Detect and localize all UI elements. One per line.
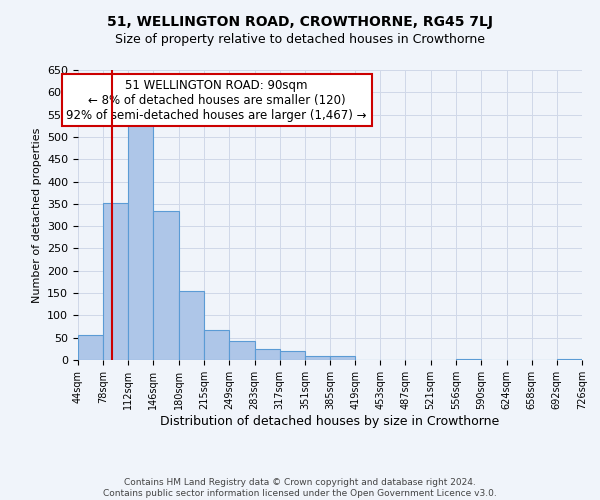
Bar bbox=[128, 119, 154, 360]
Bar bbox=[154, 210, 179, 360]
Text: Size of property relative to detached houses in Crowthorne: Size of property relative to detached ho… bbox=[115, 32, 485, 46]
Bar bbox=[78, 334, 103, 360]
Bar bbox=[557, 359, 582, 360]
Bar bbox=[179, 291, 205, 360]
Bar bbox=[254, 349, 280, 360]
Bar bbox=[457, 359, 481, 360]
Text: Contains HM Land Registry data © Crown copyright and database right 2024.
Contai: Contains HM Land Registry data © Crown c… bbox=[103, 478, 497, 498]
Bar bbox=[280, 351, 305, 360]
Bar bbox=[229, 342, 254, 360]
X-axis label: Distribution of detached houses by size in Crowthorne: Distribution of detached houses by size … bbox=[160, 414, 500, 428]
Text: 51, WELLINGTON ROAD, CROWTHORNE, RG45 7LJ: 51, WELLINGTON ROAD, CROWTHORNE, RG45 7L… bbox=[107, 15, 493, 29]
Bar bbox=[305, 356, 330, 360]
Bar bbox=[330, 356, 355, 360]
Y-axis label: Number of detached properties: Number of detached properties bbox=[32, 128, 41, 302]
Text: 51 WELLINGTON ROAD: 90sqm
← 8% of detached houses are smaller (120)
92% of semi-: 51 WELLINGTON ROAD: 90sqm ← 8% of detach… bbox=[67, 78, 367, 122]
Bar bbox=[103, 202, 128, 360]
Bar bbox=[205, 330, 229, 360]
